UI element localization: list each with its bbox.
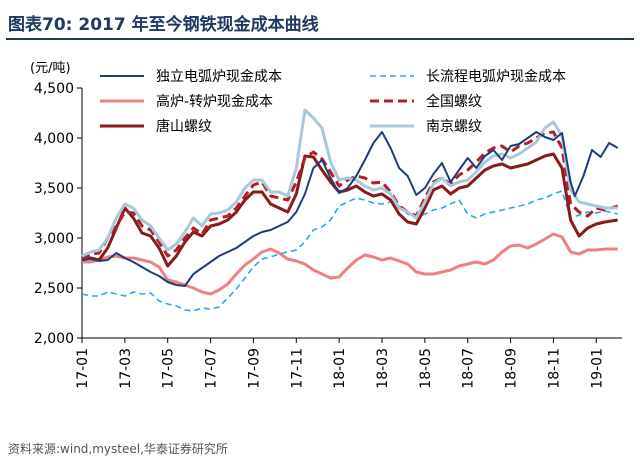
x-tick-label: 18-03	[375, 348, 391, 389]
series-line-6	[81, 108, 618, 258]
x-tick-label: 17-03	[118, 348, 134, 389]
x-tick-label: 18-09	[504, 348, 520, 389]
legend-label-1: 独立电弧炉现金成本	[156, 69, 282, 85]
x-tick-label: 17-09	[246, 348, 262, 389]
series-line-2	[81, 190, 618, 312]
y-tick-label: 2,000	[34, 331, 74, 347]
source-note: 资料来源:wind,mysteel,华泰证券研究所	[8, 442, 228, 456]
figure-title: 图表70: 2017 年至今钢铁现金成本曲线	[8, 15, 319, 35]
x-tick-label: 17-01	[75, 348, 91, 389]
legend-label-6: 南京螺纹	[426, 119, 482, 135]
x-tick-label: 18-01	[332, 348, 348, 389]
x-tick-label: 18-07	[461, 348, 477, 389]
series-line-3	[82, 232, 618, 296]
x-tick-label: 17-11	[289, 348, 305, 389]
y-tick-label: 2,500	[34, 281, 74, 297]
y-tick-label: 3,000	[34, 231, 74, 247]
series-line-1	[81, 131, 619, 287]
legend-label-2: 长流程电弧炉现金成本	[426, 69, 566, 85]
series-layer	[81, 108, 619, 312]
y-tick-label: 4,500	[34, 81, 74, 97]
x-tick-label: 18-11	[546, 348, 562, 389]
x-tick-label: 17-07	[204, 348, 220, 389]
axes: (元/吨) 2,000 2,500 3,000 3,500 4,000 4,500 17-01…	[30, 61, 622, 389]
x-tick-label: 19-01	[589, 348, 605, 389]
title-bar: 图表70: 2017 年至今钢铁现金成本曲线	[6, 6, 634, 40]
y-tick-label: 4,000	[34, 131, 74, 147]
y-tick-label: 3,500	[34, 181, 74, 197]
legend-label-5: 唐山螺纹	[156, 118, 212, 135]
legend-label-3: 高炉-转炉现金成本	[156, 93, 273, 110]
series-line-4	[81, 130, 619, 262]
series-line-5	[81, 152, 618, 268]
legend-label-4: 全国螺纹	[426, 93, 482, 110]
x-tick-label: 18-05	[418, 348, 434, 389]
y-unit-label: (元/吨)	[30, 61, 71, 76]
x-tick-label: 17-05	[161, 348, 177, 389]
